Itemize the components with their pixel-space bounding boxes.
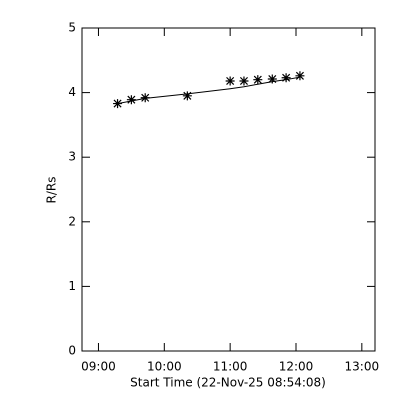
y-tick-label: 5 — [68, 21, 76, 35]
y-tick-label: 4 — [68, 85, 76, 99]
data-point — [253, 75, 263, 85]
plot-frame — [81, 27, 376, 352]
x-axis-label: Start Time (22-Nov-25 08:54:08) — [130, 376, 326, 390]
data-point — [267, 74, 277, 84]
x-tick-label: 09:00 — [81, 360, 116, 374]
data-point — [281, 73, 291, 83]
x-tick-label: 12:00 — [279, 360, 314, 374]
y-tick-label: 3 — [68, 150, 76, 164]
data-point — [295, 71, 305, 81]
x-tick-label: 10:00 — [147, 360, 182, 374]
data-point — [239, 76, 249, 86]
y-axis-label: R/Rs — [45, 177, 59, 204]
y-tick-label: 2 — [68, 214, 76, 228]
x-tick-label: 11:00 — [213, 360, 248, 374]
y-tick-label: 0 — [68, 344, 76, 358]
data-point — [225, 76, 235, 86]
fit-line — [117, 76, 301, 105]
data-point — [113, 99, 123, 109]
data-point — [182, 91, 192, 101]
x-tick-label: 13:00 — [345, 360, 380, 374]
y-tick-label: 1 — [68, 279, 76, 293]
data-point — [140, 93, 150, 103]
data-point — [126, 95, 136, 105]
